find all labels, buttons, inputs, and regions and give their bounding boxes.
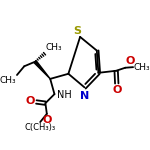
Polygon shape xyxy=(34,61,50,79)
Text: CH₃: CH₃ xyxy=(46,43,63,52)
Text: O: O xyxy=(26,96,35,106)
Text: NH: NH xyxy=(57,90,72,100)
Text: C(CH₃)₃: C(CH₃)₃ xyxy=(24,123,55,132)
Text: N: N xyxy=(80,91,90,101)
Text: S: S xyxy=(73,26,81,36)
Text: O: O xyxy=(42,115,52,125)
Text: CH₃: CH₃ xyxy=(0,76,16,85)
Text: CH₃: CH₃ xyxy=(134,63,150,72)
Text: O: O xyxy=(125,56,135,66)
Text: O: O xyxy=(112,85,122,95)
